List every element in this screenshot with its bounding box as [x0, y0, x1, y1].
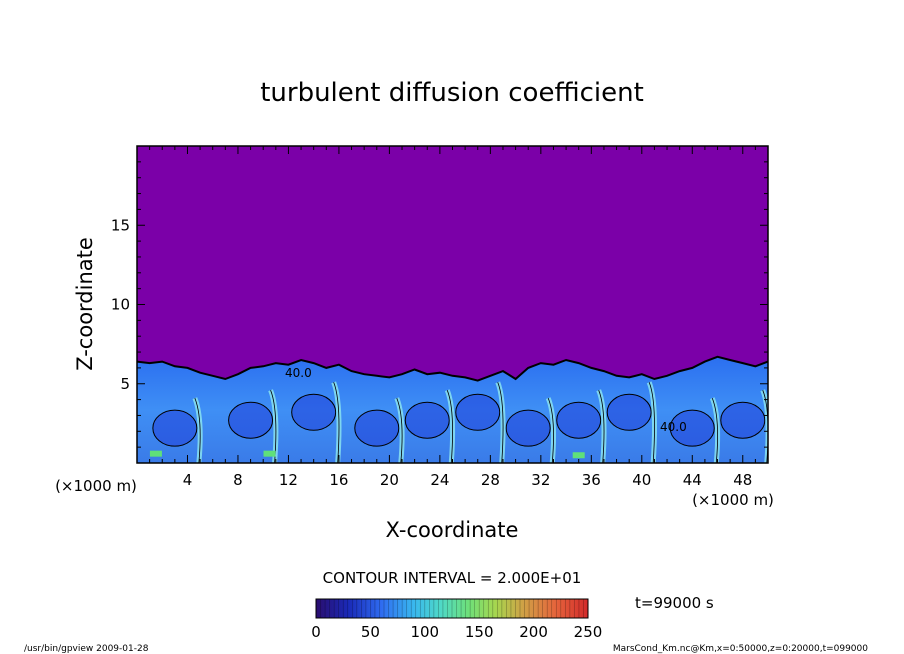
cell-core	[291, 394, 336, 431]
contour-label: 40.0	[660, 420, 687, 434]
y-axis-label: Z-coordinate	[73, 237, 97, 371]
plume-contour	[547, 397, 554, 463]
cell-core	[607, 394, 652, 431]
colorbar-frame	[315, 598, 589, 619]
plot-area	[137, 146, 768, 463]
plume-contour	[648, 382, 655, 463]
plume-contour	[194, 397, 201, 463]
cell-contour	[228, 401, 274, 439]
colorbar-tick-label: 150	[465, 623, 494, 641]
colorbar-tick-label: 50	[361, 623, 380, 641]
x-tick-label: 36	[582, 471, 601, 489]
x-tick-label: 28	[481, 471, 500, 489]
cell-contour	[404, 401, 450, 439]
x-tick-label: 32	[531, 471, 550, 489]
colorbar	[316, 599, 588, 618]
plume-contour	[711, 397, 719, 463]
convective-cells	[149, 381, 768, 463]
x-axis: 4 8 12 16 20 24 28 32 36 40 44 48	[136, 146, 769, 489]
colorbar-tick-label: 250	[574, 623, 603, 641]
cell-contour	[152, 409, 198, 447]
colorbar-tick-label: 100	[410, 623, 439, 641]
y-tick-label: 5	[120, 375, 130, 393]
surface-maximum	[149, 450, 162, 457]
surface-maximum	[263, 450, 276, 457]
footer-left: /usr/bin/gpview 2009-01-28	[24, 644, 149, 654]
cell-contour	[455, 393, 501, 431]
cell-core	[670, 410, 715, 447]
x-tick-label: 48	[733, 471, 752, 489]
cell-contour	[291, 393, 337, 431]
chart-title: turbulent diffusion coefficient	[260, 78, 644, 108]
x-axis-label: X-coordinate	[386, 518, 519, 542]
x-tick-label: 20	[380, 471, 399, 489]
x-tick-label: 40	[632, 471, 651, 489]
colorbar-stripes	[320, 599, 584, 618]
y-tick-label: 15	[111, 216, 130, 234]
colorbar-tick-label: 0	[311, 623, 321, 641]
cell-core	[152, 410, 197, 447]
x-tick-label: 24	[430, 471, 449, 489]
x-axis-unit-right: (×1000 m)	[692, 491, 774, 509]
cell-contour	[669, 409, 715, 447]
cell-core	[455, 394, 500, 431]
plume-contour	[497, 382, 504, 463]
cell-contour	[354, 409, 400, 447]
y-tick-label: 10	[111, 296, 130, 314]
contour-label: 40.0	[285, 366, 312, 380]
x-tick-label: 8	[233, 471, 243, 489]
x-tick-label: 4	[183, 471, 193, 489]
cell-core	[506, 410, 551, 447]
plume-contour	[446, 390, 453, 463]
cell-contour	[556, 401, 602, 439]
cell-contour	[720, 401, 766, 439]
x-tick-label: 12	[279, 471, 298, 489]
x-axis-unit-left: (×1000 m)	[55, 477, 137, 495]
cell-core	[405, 402, 450, 439]
cell-contour	[505, 409, 551, 447]
plume-contour	[598, 390, 605, 463]
surface-maximum	[572, 452, 585, 459]
boundary-layer-contour	[137, 355, 768, 382]
plume-contour	[333, 382, 340, 463]
cell-contour	[606, 393, 652, 431]
colorbar-tick-label: 200	[519, 623, 548, 641]
x-tick-label: 16	[329, 471, 348, 489]
cell-core	[720, 402, 765, 439]
plume-contour	[396, 397, 403, 463]
cell-core	[556, 402, 601, 439]
footer-right: MarsCond_Km.nc@Km,x=0:50000,z=0:20000,t=…	[613, 644, 868, 654]
contour-interval-text: CONTOUR INTERVAL = 2.000E+01	[323, 569, 582, 587]
y-axis: 5 10 15	[111, 145, 768, 464]
cell-core	[228, 402, 273, 439]
cell-core	[354, 410, 399, 447]
time-label: t=99000 s	[635, 594, 714, 612]
x-tick-label: 44	[683, 471, 702, 489]
colorbar-ticks: 0 50 100 150 200 250	[311, 623, 602, 641]
